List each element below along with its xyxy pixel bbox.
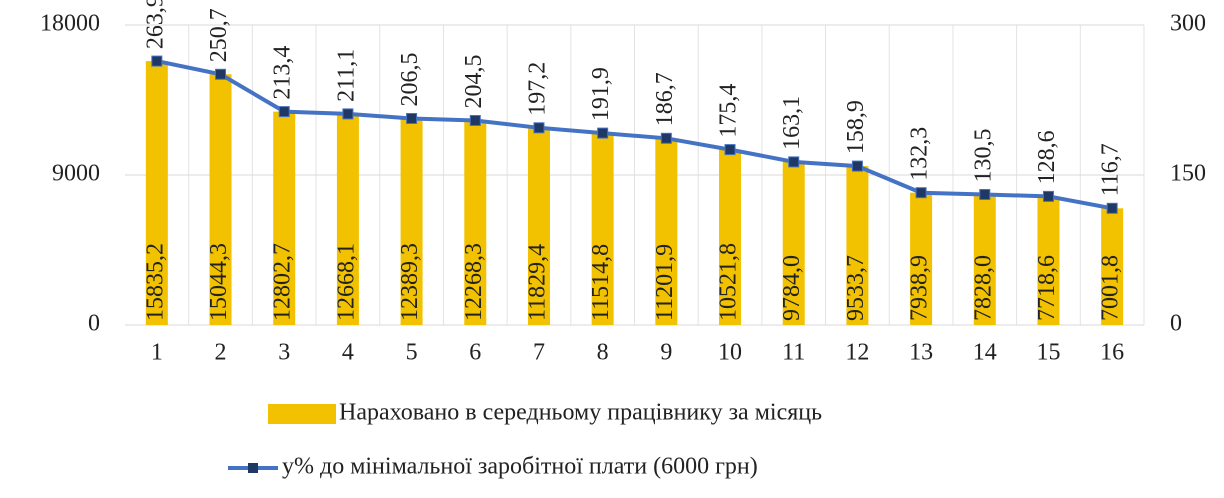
x-tick-label: 1 bbox=[151, 340, 163, 366]
bar-value-label: 10521,8 bbox=[716, 243, 742, 321]
line-marker bbox=[788, 156, 800, 168]
x-tick-label: 4 bbox=[342, 340, 354, 366]
line-value-label: 128,6 bbox=[1034, 130, 1060, 184]
bar bbox=[527, 127, 550, 326]
x-tick-label: 16 bbox=[1100, 340, 1124, 366]
bar-value-label: 7938,9 bbox=[907, 255, 933, 321]
legend-swatch bbox=[268, 404, 336, 424]
bar bbox=[591, 133, 614, 325]
bar-value-label: 11829,4 bbox=[524, 244, 550, 321]
line-marker bbox=[724, 144, 736, 156]
x-tick-label: 8 bbox=[597, 340, 609, 366]
x-tick-label: 5 bbox=[406, 340, 418, 366]
line-value-label: 197,2 bbox=[524, 62, 550, 116]
y2-tick-label: 300 bbox=[1170, 11, 1206, 37]
y2-tick-label: 150 bbox=[1170, 161, 1206, 187]
line-value-label: 116,7 bbox=[1098, 143, 1124, 196]
bar bbox=[336, 113, 359, 326]
x-tick-label: 14 bbox=[973, 340, 997, 366]
x-tick-label: 3 bbox=[278, 340, 290, 366]
bar-value-label: 7718,6 bbox=[1034, 255, 1060, 321]
bar bbox=[1101, 208, 1124, 325]
line-marker bbox=[342, 108, 354, 120]
bar bbox=[209, 74, 232, 326]
bar bbox=[400, 118, 423, 326]
bar bbox=[655, 138, 678, 325]
line-value-label: 250,7 bbox=[206, 8, 232, 62]
legend-swatch-marker bbox=[248, 463, 258, 473]
line-value-label: 206,5 bbox=[397, 53, 423, 107]
line-marker bbox=[469, 115, 481, 126]
line-marker bbox=[597, 127, 609, 139]
y-tick-label: 18000 bbox=[40, 11, 100, 37]
bar bbox=[719, 149, 742, 325]
line-marker bbox=[215, 68, 227, 80]
line-value-label: 191,9 bbox=[588, 67, 614, 121]
bar bbox=[846, 166, 869, 325]
bar-value-label: 15835,2 bbox=[142, 243, 168, 321]
bar-value-label: 9533,7 bbox=[843, 255, 869, 321]
bar bbox=[464, 120, 487, 325]
x-tick-label: 11 bbox=[782, 340, 805, 366]
line-marker bbox=[979, 189, 991, 200]
line-value-label: 163,1 bbox=[779, 96, 805, 150]
bar bbox=[273, 111, 296, 325]
line-value-label: 158,9 bbox=[843, 100, 869, 154]
legend-label: Нараховано в середньому працівнику за мі… bbox=[339, 400, 822, 426]
line-value-label: 132,3 bbox=[907, 127, 933, 181]
line-value-label: 130,5 bbox=[970, 129, 996, 183]
bar-value-label: 12668,1 bbox=[333, 243, 359, 321]
x-tick-label: 9 bbox=[660, 340, 672, 366]
line-marker bbox=[1042, 190, 1054, 202]
y-tick-label: 0 bbox=[88, 311, 100, 337]
y-tick-label: 9000 bbox=[52, 161, 100, 187]
bar bbox=[1037, 196, 1060, 325]
bar-value-label: 9784,0 bbox=[779, 255, 805, 321]
line-marker bbox=[915, 187, 927, 199]
line-value-label: 263,9 bbox=[142, 0, 168, 49]
line-marker bbox=[1106, 202, 1118, 214]
bar bbox=[910, 192, 933, 325]
line-value-label: 211,1 bbox=[333, 49, 359, 102]
bar-value-label: 15044,3 bbox=[206, 243, 232, 321]
bar bbox=[973, 194, 996, 325]
line-value-label: 213,4 bbox=[270, 46, 296, 100]
line-marker bbox=[406, 113, 418, 124]
x-tick-label: 6 bbox=[469, 340, 481, 366]
x-tick-label: 15 bbox=[1036, 340, 1060, 366]
bar-value-label: 12802,7 bbox=[270, 243, 296, 321]
line-value-label: 186,7 bbox=[652, 72, 678, 126]
line-marker bbox=[851, 160, 863, 172]
bar-value-label: 11514,8 bbox=[588, 244, 614, 321]
bar-value-label: 7001,8 bbox=[1098, 255, 1124, 321]
bar-value-label: 11201,9 bbox=[652, 244, 678, 321]
line-marker bbox=[278, 106, 290, 118]
x-tick-label: 7 bbox=[533, 340, 545, 366]
line-marker bbox=[660, 132, 672, 144]
x-tick-label: 13 bbox=[909, 340, 933, 366]
x-tick-label: 12 bbox=[845, 340, 869, 366]
line-marker bbox=[533, 122, 545, 134]
line-marker bbox=[151, 55, 163, 67]
bar-value-label: 12268,3 bbox=[461, 243, 487, 321]
x-tick-label: 10 bbox=[718, 340, 742, 366]
bar-value-label: 7828,0 bbox=[970, 255, 996, 321]
y2-tick-label: 0 bbox=[1170, 311, 1182, 337]
x-tick-label: 2 bbox=[215, 340, 227, 366]
line bbox=[156, 59, 1113, 211]
legend-label: у% до мінімальної заробітної плати (6000… bbox=[282, 454, 758, 480]
bar-value-label: 12389,3 bbox=[397, 243, 423, 321]
line-value-label: 175,4 bbox=[716, 84, 742, 138]
bar bbox=[782, 161, 805, 325]
bar bbox=[145, 61, 168, 326]
line-value-label: 204,5 bbox=[461, 55, 487, 109]
